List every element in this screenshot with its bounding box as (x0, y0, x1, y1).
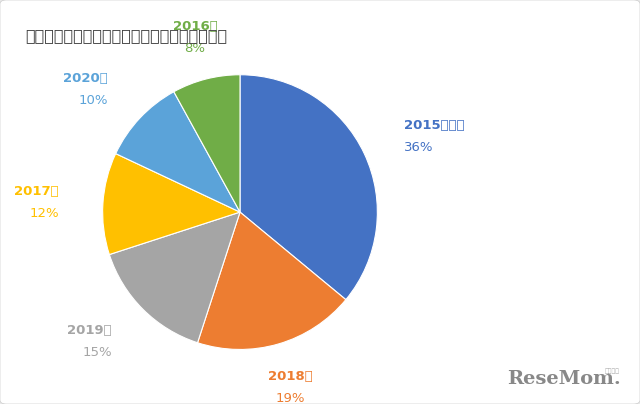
Text: 2016年: 2016年 (173, 20, 218, 34)
Text: 36%: 36% (404, 141, 433, 154)
Text: 12%: 12% (29, 206, 59, 220)
Text: 2017年: 2017年 (15, 185, 59, 198)
Wedge shape (109, 212, 240, 343)
Text: 8%: 8% (184, 42, 205, 55)
Text: 10%: 10% (78, 94, 108, 107)
Wedge shape (102, 154, 240, 255)
Wedge shape (116, 92, 240, 212)
Text: 家庭でメインで使っているパソコンの購入時期: 家庭でメインで使っているパソコンの購入時期 (26, 28, 228, 43)
Text: 2018年: 2018年 (268, 370, 313, 383)
Wedge shape (198, 212, 346, 349)
Text: リセマム: リセマム (605, 368, 620, 374)
Text: 15%: 15% (82, 346, 112, 359)
Text: 2015年以前: 2015年以前 (404, 119, 465, 132)
Text: 19%: 19% (276, 392, 305, 404)
Text: ReseMom.: ReseMom. (507, 370, 621, 388)
Wedge shape (174, 75, 240, 212)
Text: 2019年: 2019年 (67, 324, 112, 337)
Text: 2020年: 2020年 (63, 72, 108, 85)
Wedge shape (240, 75, 378, 300)
